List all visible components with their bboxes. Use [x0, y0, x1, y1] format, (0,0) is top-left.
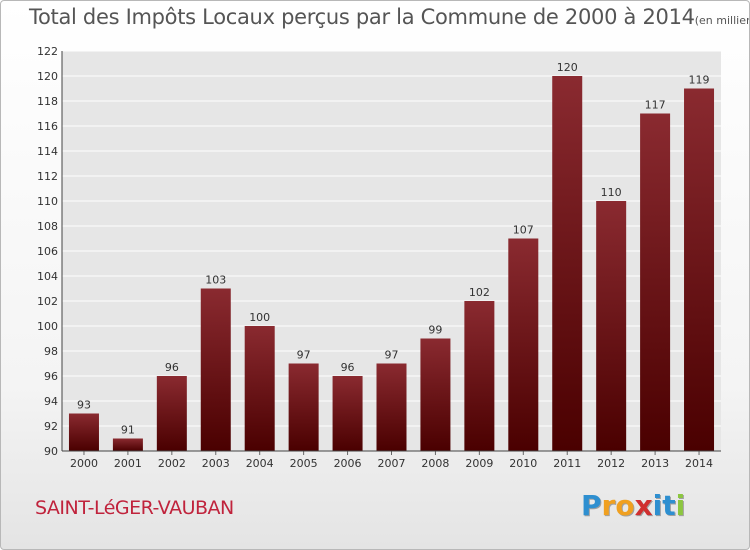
- bar-value-label: 100: [249, 311, 270, 324]
- logo-letter: t: [662, 489, 676, 522]
- bar: [552, 76, 583, 451]
- bar-value-label: 107: [513, 224, 534, 237]
- bar: [332, 376, 363, 451]
- bar: [508, 238, 539, 451]
- logo-letter: i: [675, 489, 686, 522]
- x-tick-label: 2005: [290, 457, 318, 470]
- bar-value-label: 91: [121, 424, 135, 437]
- bar: [464, 301, 495, 451]
- x-tick-label: 2003: [202, 457, 230, 470]
- bar: [68, 413, 99, 451]
- bar: [684, 88, 715, 451]
- x-tick-label: 2004: [246, 457, 274, 470]
- y-tick-label: 108: [37, 220, 58, 233]
- bar: [288, 363, 319, 451]
- y-tick-label: 110: [37, 195, 58, 208]
- y-tick-label: 118: [37, 95, 58, 108]
- y-tick-label: 122: [37, 45, 58, 58]
- chart-title-text: Total des Impôts Locaux perçus par la Co…: [29, 5, 695, 29]
- y-tick-label: 114: [37, 145, 58, 158]
- y-tick-label: 120: [37, 70, 58, 83]
- logo-letter: P: [581, 489, 602, 522]
- x-tick-label: 2001: [114, 457, 142, 470]
- logo-letter: x: [634, 489, 653, 522]
- x-tick-label: 2013: [641, 457, 669, 470]
- x-tick-label: 2006: [334, 457, 362, 470]
- y-tick-label: 104: [37, 270, 58, 283]
- bar-value-label: 110: [601, 186, 622, 199]
- chart-title-unit: (en milliers d'€): [694, 14, 749, 27]
- logo-letter: r: [601, 489, 616, 522]
- y-tick-label: 96: [44, 370, 58, 383]
- bar-value-label: 103: [205, 274, 226, 287]
- bar: [420, 338, 451, 451]
- y-tick-label: 102: [37, 295, 58, 308]
- bars: [68, 76, 715, 451]
- x-tick-label: 2010: [509, 457, 537, 470]
- bar-value-label: 99: [428, 324, 442, 337]
- y-tick-label: 112: [37, 170, 58, 183]
- x-tick-label: 2011: [553, 457, 581, 470]
- x-axis-ticks: 2000 2001 2002 2003 2004 2005 2006 2007 2008 2009…: [70, 457, 713, 470]
- x-tick-label: 2002: [158, 457, 186, 470]
- bar: [376, 363, 407, 451]
- bar-value-label: 93: [77, 399, 91, 412]
- commune-name: SAINT-LéGER-VAUBAN: [35, 497, 234, 519]
- y-tick-label: 94: [44, 395, 58, 408]
- x-tick-label: 2007: [378, 457, 406, 470]
- y-tick-label: 92: [44, 420, 58, 433]
- y-tick-label: 116: [37, 120, 58, 133]
- x-tick-label: 2012: [597, 457, 625, 470]
- y-tick-label: 100: [37, 320, 58, 333]
- bar-value-label: 96: [341, 361, 355, 374]
- proxiti-logo: Proxiti: [581, 489, 685, 522]
- x-tick-label: 2000: [70, 457, 98, 470]
- bar: [200, 288, 231, 451]
- bar-value-label: 97: [385, 349, 399, 362]
- logo-letter: o: [615, 489, 635, 522]
- bar: [596, 201, 627, 451]
- y-tick-label: 98: [44, 345, 58, 358]
- bar: [244, 326, 275, 451]
- logo-letter: i: [652, 489, 663, 522]
- bar: [640, 113, 671, 451]
- bar-value-label: 96: [165, 361, 179, 374]
- bar-value-label: 97: [297, 349, 311, 362]
- axes: [61, 51, 721, 455]
- chart-title: Total des Impôts Locaux perçus par la Co…: [29, 5, 749, 29]
- bar: [156, 376, 187, 451]
- bar-value-label: 119: [689, 74, 710, 87]
- x-tick-label: 2008: [421, 457, 449, 470]
- bar-value-label: 117: [645, 99, 666, 112]
- value-labels: 93 91 96 103 100 97 96 97 99 102 107 120 110 117 119: [77, 61, 710, 437]
- bar-value-label: 120: [557, 61, 578, 74]
- y-tick-label: 90: [44, 445, 58, 458]
- y-axis-ticks: 90 92 94 96 98 100 102 104 106 108 110 112 114 116 118…: [37, 45, 58, 458]
- bar: [112, 438, 143, 451]
- x-tick-label: 2009: [465, 457, 493, 470]
- y-tick-label: 106: [37, 245, 58, 258]
- x-tick-label: 2014: [685, 457, 713, 470]
- bar-value-label: 102: [469, 286, 490, 299]
